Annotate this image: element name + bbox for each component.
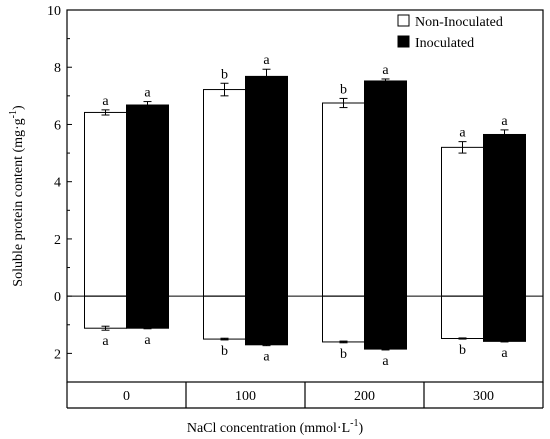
bar-upper-non-inoculated-100: [203, 89, 246, 297]
sig-label-lower-inoculated-300: a: [501, 346, 508, 361]
error-bar-lower-non-inoculated-100: [220, 337, 229, 341]
sig-label-upper-inoculated-100: a: [263, 53, 270, 68]
x-tick-label-0: 0: [123, 389, 130, 404]
y-tick-label-10: 10: [47, 4, 61, 19]
error-bar-lower-non-inoculated-300: [458, 337, 467, 340]
bar-lower-inoculated-100: [245, 295, 288, 346]
sig-label-lower-non-inoculated-100: b: [221, 344, 228, 359]
plot-area: a a a a b b a a b b a a a b a a: [84, 53, 526, 369]
y-tick-label--2: 2: [54, 347, 61, 362]
error-bar-upper-non-inoculated-300: [458, 141, 467, 154]
bar-upper-non-inoculated-300: [441, 146, 484, 297]
y-axis-title: Soluble protein content (mg·g-1): [8, 105, 26, 287]
bar-lower-non-inoculated-200: [322, 295, 365, 343]
y-axis-title-main: Soluble protein content (mg·g: [11, 118, 26, 286]
error-bar-lower-inoculated-300: [500, 340, 509, 343]
error-bar-upper-inoculated-0: [143, 101, 152, 109]
y-tick-label-8: 8: [54, 61, 61, 76]
error-bar-upper-non-inoculated-100: [220, 82, 229, 97]
sig-label-upper-non-inoculated-100: b: [221, 67, 228, 82]
x-axis-title-main: NaCl concentration (mmol·L: [187, 421, 350, 436]
y-tick-label-6: 6: [54, 118, 61, 133]
bar-upper-inoculated-300: [483, 133, 526, 297]
x-tick-label-300: 300: [473, 389, 494, 404]
sig-label-lower-inoculated-0: a: [144, 333, 151, 348]
y-tick-label-0: 0: [54, 290, 61, 305]
legend-swatch-inoculated: [397, 35, 410, 48]
sig-label-lower-non-inoculated-200: b: [340, 347, 347, 362]
y-tick-label-4: 4: [54, 176, 61, 191]
x-axis-title-tail: ): [358, 421, 363, 436]
x-axis-title: NaCl concentration (mmol·L-1): [187, 418, 364, 436]
bar-lower-non-inoculated-300: [441, 295, 484, 340]
bar-upper-inoculated-100: [245, 75, 288, 297]
legend-label-inoculated: Inoculated: [415, 36, 474, 51]
bar-upper-inoculated-0: [126, 104, 169, 297]
bar-lower-inoculated-200: [364, 295, 407, 350]
y-axis-title-tail: ): [11, 105, 26, 110]
x-tick-label-200: 200: [354, 389, 375, 404]
sig-label-lower-non-inoculated-300: b: [459, 343, 466, 358]
sig-label-upper-non-inoculated-300: a: [459, 126, 466, 141]
axes: 0 100 200 300 10 8 6 4 2 0 2: [47, 4, 544, 409]
legend-label-non-inoculated: Non-Inoculated: [415, 15, 503, 30]
sig-label-lower-inoculated-100: a: [263, 350, 270, 365]
error-bar-lower-inoculated-100: [262, 343, 271, 347]
sig-label-upper-non-inoculated-0: a: [102, 94, 109, 109]
bar-upper-non-inoculated-200: [322, 102, 365, 297]
error-bar-lower-inoculated-0: [143, 327, 152, 330]
y-axis-title-superscript: -1: [8, 110, 19, 118]
error-bar-upper-inoculated-100: [262, 68, 271, 85]
bar-upper-inoculated-200: [364, 80, 407, 297]
x-tick-label-100: 100: [235, 389, 256, 404]
error-bar-upper-inoculated-200: [381, 78, 390, 84]
error-bar-upper-inoculated-300: [500, 129, 509, 140]
sig-label-upper-non-inoculated-200: b: [340, 82, 347, 97]
bar-lower-inoculated-0: [126, 295, 169, 329]
legend: Non-Inoculated Inoculated: [397, 14, 503, 51]
sig-label-lower-inoculated-200: a: [382, 354, 389, 369]
sig-label-upper-inoculated-200: a: [382, 63, 389, 78]
error-bar-lower-non-inoculated-200: [339, 340, 348, 344]
x-axis-title-superscript: -1: [350, 418, 358, 429]
bar-upper-non-inoculated-0: [84, 111, 127, 297]
error-bar-upper-non-inoculated-0: [101, 109, 110, 116]
y-tick-label-2: 2: [54, 233, 61, 248]
legend-swatch-non-inoculated: [397, 14, 410, 27]
sig-label-lower-non-inoculated-0: a: [102, 334, 109, 349]
bar-lower-non-inoculated-0: [84, 295, 127, 329]
sig-label-upper-inoculated-0: a: [144, 86, 151, 101]
error-bar-lower-non-inoculated-0: [101, 325, 110, 331]
error-bar-lower-inoculated-200: [381, 347, 390, 351]
error-bar-upper-non-inoculated-200: [339, 97, 348, 109]
bar-lower-non-inoculated-100: [203, 295, 246, 340]
bar-lower-inoculated-300: [483, 295, 526, 342]
sig-label-upper-inoculated-300: a: [501, 114, 508, 129]
